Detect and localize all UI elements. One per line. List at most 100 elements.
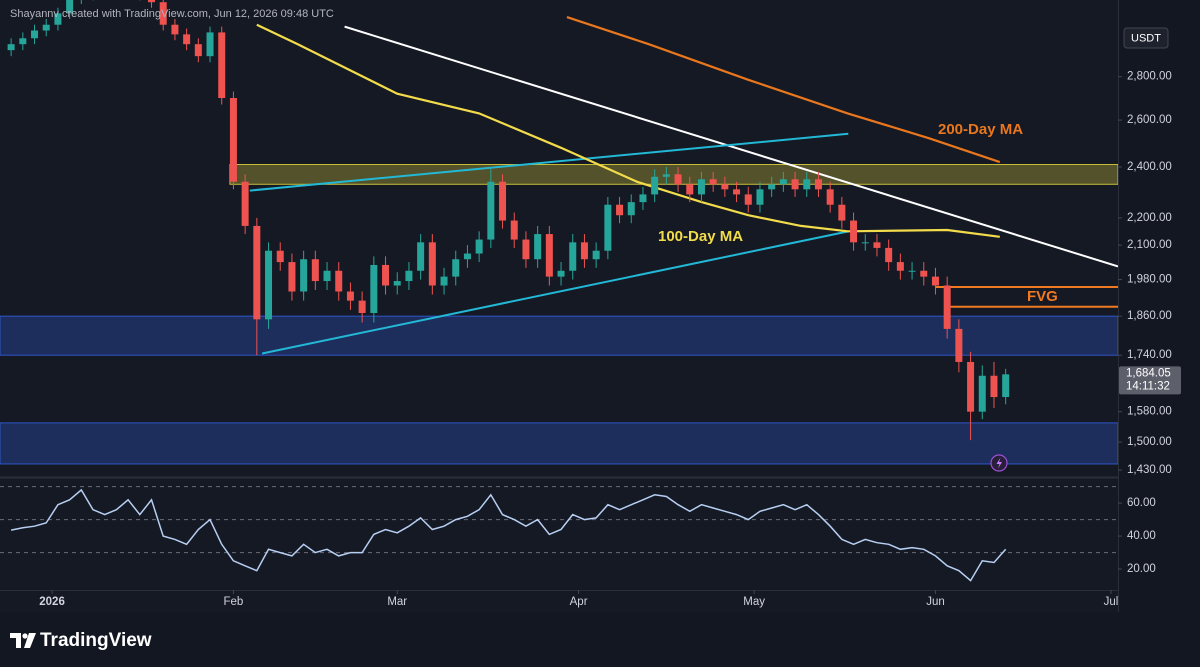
fvg-label: FVG	[1027, 288, 1058, 305]
candle-body	[42, 24, 50, 31]
candle-body	[370, 264, 378, 314]
logo-mark	[10, 633, 21, 648]
y-tick-label: 2,100.00	[1127, 239, 1172, 251]
x-tick-label: Jun	[926, 596, 945, 608]
candle-body	[569, 242, 577, 271]
y-tick-label: 1,860.00	[1127, 310, 1172, 322]
candle-body	[592, 250, 600, 260]
last-price: 1,684.05	[1126, 367, 1171, 379]
candle-body	[557, 270, 565, 277]
candle-body	[522, 239, 530, 260]
candle-body	[580, 242, 588, 260]
x-tick-label: 2026	[39, 596, 65, 608]
rsi-tick-label: 60.00	[1127, 497, 1156, 509]
candle-body	[978, 375, 986, 412]
logo	[10, 633, 36, 648]
branding: TradingView	[40, 630, 152, 651]
candle-body	[967, 361, 975, 412]
candle-body	[148, 0, 156, 3]
candle-body	[931, 276, 939, 286]
candle-body	[814, 179, 822, 190]
candle-body	[428, 242, 436, 286]
rsi-pane	[0, 486, 1118, 582]
candle-body	[475, 239, 483, 254]
y-tick-label: 2,600.00	[1127, 114, 1172, 126]
price-pane: FVG	[0, 0, 1118, 465]
candle-body	[627, 202, 635, 216]
candle-body	[183, 34, 191, 45]
candle-body	[510, 220, 518, 240]
logo-dot	[22, 633, 28, 639]
zone	[0, 315, 1118, 356]
countdown: 14:11:32	[1126, 380, 1170, 392]
axes: 1,430.00 1,500.00 1,580.00 1,740.00 1,860.00…	[39, 71, 1181, 608]
candle-body	[674, 174, 682, 185]
candle-body	[31, 30, 39, 39]
candle-body	[66, 0, 74, 14]
candle-body	[651, 176, 659, 195]
zone	[229, 164, 1118, 185]
candle-body	[276, 250, 284, 263]
y-tick-label: 1,740.00	[1127, 349, 1172, 361]
candle-body	[300, 259, 308, 292]
candle-body	[826, 189, 834, 205]
x-tick-label: Apr	[570, 596, 588, 608]
candle-body	[253, 225, 261, 320]
candle-body	[171, 24, 179, 35]
logo-slash	[24, 633, 36, 648]
candle-body	[955, 328, 963, 362]
candle-body	[440, 276, 448, 286]
candle-body	[463, 253, 471, 260]
ma-label: 200-Day MA	[938, 121, 1023, 138]
candle-body	[896, 262, 904, 271]
candle-body	[417, 242, 425, 271]
candle-body	[709, 179, 717, 185]
candle-body	[803, 179, 811, 190]
currency-box	[1123, 27, 1169, 49]
candle-body	[323, 270, 331, 282]
y-tick-label: 1,500.00	[1127, 436, 1172, 448]
candle-body	[697, 179, 705, 195]
candle-body	[311, 259, 319, 282]
candle-body	[335, 270, 343, 292]
candle-body	[850, 220, 858, 243]
rsi-line	[10, 488, 1007, 582]
moving-average	[566, 16, 1001, 164]
y-tick-label: 1,430.00	[1127, 464, 1172, 476]
plot-background	[0, 0, 1118, 612]
y-tick-label: 1,580.00	[1127, 406, 1172, 418]
rsi-tick-label: 40.00	[1127, 530, 1156, 542]
candle-body	[604, 204, 612, 251]
y-tick-label: 2,400.00	[1127, 161, 1172, 173]
candle-body	[990, 375, 998, 398]
candle-body	[779, 179, 787, 185]
moving-average	[256, 23, 1000, 238]
candle-body	[768, 184, 776, 190]
candle-body	[218, 32, 226, 98]
candle-body	[19, 38, 27, 45]
candle-body	[838, 204, 846, 221]
x-tick-label: Feb	[224, 596, 244, 608]
trendline	[344, 25, 1118, 268]
candle-body	[194, 44, 202, 57]
candle-body	[358, 300, 366, 314]
trendline	[261, 230, 849, 355]
x-tick-label: Mar	[387, 596, 407, 608]
candle-body	[534, 234, 542, 260]
ma-label: 100-Day MA	[658, 228, 743, 245]
candle-body	[920, 270, 928, 277]
candle-body	[382, 264, 390, 286]
zone	[0, 422, 1118, 465]
attribution: Shayannv created with TradingView.com, J…	[10, 8, 334, 20]
trendline	[249, 132, 849, 192]
candle-body	[229, 97, 237, 182]
candle-body	[885, 247, 893, 263]
candle-body	[393, 281, 401, 286]
candle-body	[662, 174, 670, 177]
candle-body	[616, 204, 624, 216]
x-tick-label: Jul	[1104, 596, 1119, 608]
event-bolt	[996, 457, 1002, 469]
candle-body	[499, 181, 507, 221]
x-tick-label: May	[743, 596, 765, 608]
